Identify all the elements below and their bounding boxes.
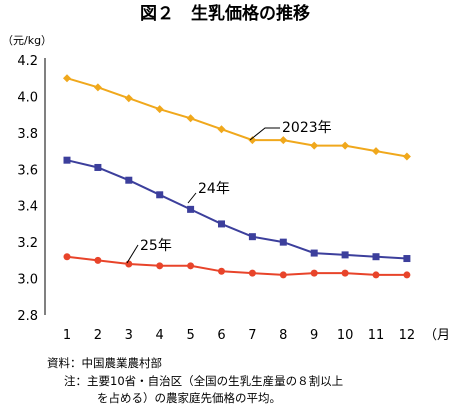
x-tick-label: 12 (399, 328, 416, 343)
y-tick-label: 2.8 (17, 309, 38, 324)
data-point (279, 238, 287, 246)
x-tick-label: 7 (248, 328, 256, 343)
data-point (125, 260, 133, 268)
y-tick-label: 3.6 (17, 163, 38, 178)
series-label-leader-24 (187, 192, 197, 204)
x-tick-label: 3 (125, 328, 133, 343)
x-tick-label: 10 (337, 328, 354, 343)
series-label-2023: 2023年 (282, 120, 332, 136)
series-line (66, 77, 408, 158)
series-0 (63, 74, 411, 161)
x-tick-label: 8 (279, 328, 287, 343)
y-tick-label: 3.8 (17, 127, 38, 142)
data-point (372, 253, 380, 261)
data-point (156, 262, 164, 270)
x-tick-label: 4 (156, 328, 164, 343)
y-tick-label: 4.2 (17, 54, 38, 69)
data-point (341, 269, 349, 277)
x-axis-ticks: 1 2 3 4 5 6 7 8 9 10 11 12 (63, 328, 415, 343)
footnote-line-2: を占める）の農家庭先価格の平均。 (97, 391, 281, 405)
data-point (217, 125, 226, 134)
data-point (402, 152, 411, 161)
series-label-leader-25 (126, 244, 139, 264)
x-axis-unit-label: （月） (424, 328, 450, 343)
data-point (125, 176, 133, 184)
data-point (310, 249, 318, 257)
data-point (187, 262, 195, 270)
data-point (248, 269, 256, 277)
data-point (403, 255, 411, 263)
line-chart: 図２ 生乳価格の推移 （元/kg） 2.8 3.0 3.2 3.4 3.6 3.8 4.0 4… (2, 3, 450, 343)
data-point (310, 269, 318, 277)
x-tick-label: 1 (63, 328, 71, 343)
data-point (372, 147, 380, 156)
data-point (310, 141, 319, 150)
y-tick-label: 3.2 (17, 236, 38, 251)
data-point (94, 163, 102, 171)
data-point (279, 136, 288, 145)
series-line (66, 159, 407, 260)
data-point (248, 233, 256, 241)
data-point (218, 220, 225, 228)
data-point (187, 205, 195, 213)
series-layer (63, 74, 411, 279)
chart-title: 図２ 生乳価格の推移 (140, 3, 310, 24)
data-point (63, 74, 71, 83)
data-point (94, 256, 102, 264)
footnote-line-1: 注：主要10省・自治区（全国の生乳生産量の８割以上 (64, 374, 344, 388)
x-tick-label: 2 (94, 328, 102, 343)
source-note: 資料：中国農業農村部 (47, 356, 162, 370)
series-2 (63, 253, 411, 279)
data-point (372, 271, 380, 279)
data-point (403, 271, 411, 279)
y-tick-label: 4.0 (17, 90, 38, 105)
data-point (279, 271, 287, 279)
x-tick-label: 9 (310, 328, 318, 343)
y-axis-unit-label: （元/kg） (2, 34, 52, 47)
series-label-leader-2023 (249, 127, 280, 141)
data-point (93, 83, 102, 92)
data-point (155, 105, 164, 114)
data-point (341, 141, 350, 150)
y-tick-label: 3.4 (17, 200, 38, 215)
data-point (63, 253, 71, 261)
series-label-25: 25年 (140, 238, 172, 254)
y-axis-ticks: 2.8 3.0 3.2 3.4 3.6 3.8 4.0 4.2 (17, 54, 38, 324)
data-point (248, 136, 257, 145)
data-point (124, 94, 133, 103)
y-tick-label: 3.0 (17, 273, 38, 288)
data-point (186, 114, 195, 123)
x-tick-label: 11 (368, 328, 385, 343)
x-tick-label: 6 (217, 328, 225, 343)
series-line (66, 255, 407, 276)
data-point (156, 191, 164, 199)
data-point (341, 251, 349, 259)
series-1 (63, 156, 411, 263)
data-point (218, 267, 225, 275)
x-tick-label: 5 (186, 328, 194, 343)
data-point (63, 156, 71, 164)
series-label-24: 24年 (198, 181, 230, 197)
